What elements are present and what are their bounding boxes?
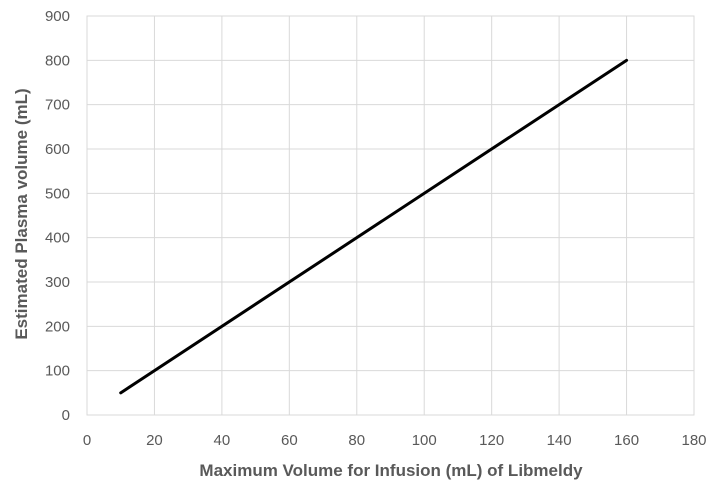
y-tick-label: 300 [45, 274, 70, 291]
x-tick-label: 100 [412, 432, 437, 449]
y-tick-label: 200 [45, 318, 70, 335]
y-tick-label: 700 [45, 97, 70, 114]
y-tick-label: 600 [45, 141, 70, 158]
x-tick-label: 0 [83, 432, 91, 449]
y-tick-label: 400 [45, 230, 70, 247]
y-tick-label: 0 [62, 407, 70, 424]
x-tick-label: 40 [214, 432, 231, 449]
x-axis-ticks: 0 20 40 60 80 100 120 140 160 180 [83, 432, 707, 449]
y-tick-label: 100 [45, 363, 70, 380]
series-line [119, 58, 629, 395]
y-tick-label: 800 [45, 52, 70, 69]
y-tick-label: 500 [45, 185, 70, 202]
plot-area [86, 15, 695, 416]
x-tick-label: 160 [614, 432, 639, 449]
x-tick-label: 80 [348, 432, 365, 449]
x-tick-label: 180 [681, 432, 706, 449]
x-tick-label: 60 [281, 432, 298, 449]
y-axis-title: Estimated Plasma volume (mL) [12, 88, 31, 339]
x-tick-label: 20 [146, 432, 163, 449]
grid [86, 15, 695, 416]
y-tick-label: 900 [45, 8, 70, 25]
y-axis-ticks: 0 100 200 300 400 500 600 700 800 900 [45, 8, 70, 424]
series-layer [119, 58, 629, 395]
x-tick-label: 140 [547, 432, 572, 449]
x-tick-label: 120 [479, 432, 504, 449]
x-axis-title: Maximum Volume for Infusion (mL) of Libm… [199, 461, 583, 480]
